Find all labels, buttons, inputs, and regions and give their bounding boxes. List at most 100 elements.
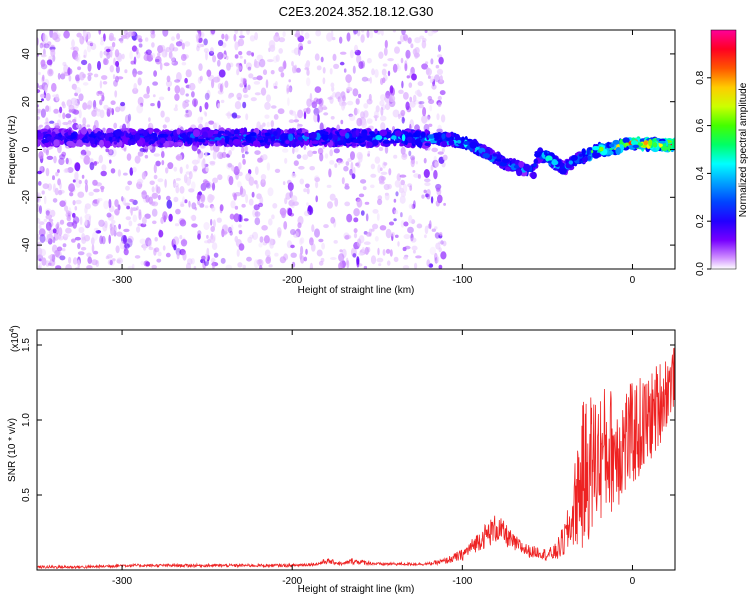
spectrogram-signal-blob <box>113 141 118 145</box>
spectrogram-noise-blob <box>282 148 289 153</box>
spectrogram-noise-blob <box>66 221 74 227</box>
spectrogram-noise-blob <box>329 193 336 201</box>
spectrogram-noise-blob <box>66 212 70 222</box>
spectrogram-noise-blob <box>37 116 41 121</box>
spectrogram-signal-blob <box>80 127 88 135</box>
spectrogram-noise-blob <box>322 77 326 85</box>
spectrogram-noise-blob <box>241 147 245 154</box>
spectrogram-noise-blob <box>283 221 288 230</box>
spectrogram-noise-blob <box>124 202 131 207</box>
spectrogram-noise-blob <box>82 117 87 126</box>
spectrogram-signal-blob <box>225 135 230 144</box>
spectrogram-noise-blob <box>242 78 247 86</box>
spectrogram-noise-blob <box>391 232 395 237</box>
spectrogram-noise-blob <box>363 241 371 245</box>
spectrogram-noise-blob <box>74 206 78 211</box>
spectrogram-noise-blob <box>315 30 322 37</box>
spectrogram-noise-blob <box>106 107 113 113</box>
spectrogram-noise-blob <box>356 256 360 265</box>
spectrogram-noise-blob <box>154 237 158 242</box>
spectrogram-noise-blob <box>407 226 414 234</box>
spectrogram-noise-blob <box>425 68 432 76</box>
spectrogram-noise-blob <box>61 248 66 252</box>
spectrogram-noise-blob <box>70 46 76 51</box>
spectrogram-noise-blob <box>158 229 164 238</box>
spectrogram-noise-blob <box>400 109 406 117</box>
spectrogram-noise-blob <box>370 163 376 170</box>
spectrogram-noise-blob <box>179 166 183 174</box>
spectrogram-noise-blob <box>380 171 388 175</box>
spectrogram-noise-blob <box>181 42 185 50</box>
spectrogram-signal-blob <box>116 139 120 143</box>
spectrogram-noise-blob <box>262 122 266 127</box>
spectrogram-noise-blob <box>87 63 92 72</box>
spectrogram-signal-blob <box>240 127 245 133</box>
spectrogram-signal-blob <box>390 135 397 140</box>
spectrogram-noise-blob <box>292 230 299 238</box>
spectrogram-noise-blob <box>127 235 134 243</box>
spectrogram-noise-blob <box>409 96 413 103</box>
spectrogram-noise-blob <box>360 111 365 119</box>
spectrogram-noise-blob <box>118 223 121 230</box>
spectrogram-noise-blob <box>233 33 237 42</box>
spectrogram-signal-blob <box>288 133 294 142</box>
spectrogram-noise-blob <box>109 159 112 164</box>
spectrogram-noise-blob <box>269 242 274 249</box>
spectrogram-noise-blob <box>73 109 80 115</box>
spectrogram-noise-blob <box>48 218 54 222</box>
spectrogram-noise-blob <box>353 167 356 175</box>
spectrogram-noise-blob <box>180 201 184 205</box>
spectrogram-noise-blob <box>366 30 370 39</box>
spectrogram-noise-blob <box>77 259 81 269</box>
spectrogram-noise-blob <box>323 224 329 229</box>
spectrogram-noise-blob <box>427 114 431 120</box>
spectrogram-noise-blob <box>174 223 180 227</box>
spectrogram-noise-blob <box>133 83 137 91</box>
spectrogram-noise-blob <box>213 122 217 130</box>
spectrogram-noise-blob <box>116 76 124 80</box>
spectrogram-noise-blob <box>129 198 135 203</box>
spectrogram-noise-blob <box>79 35 85 45</box>
spectrogram-noise-blob <box>180 53 187 62</box>
spectrogram-noise-blob <box>314 86 322 93</box>
spectrogram-noise-blob <box>157 100 161 109</box>
spectrogram-noise-blob <box>48 69 53 75</box>
spectrogram-noise-blob <box>190 258 195 265</box>
spectrogram-noise-blob <box>49 120 55 124</box>
spectrogram-noise-blob <box>180 203 185 207</box>
spectrogram-signal-blob <box>171 135 179 140</box>
spectrogram-noise-blob <box>406 75 410 79</box>
colorbar-tick-label: 0.6 <box>695 118 706 132</box>
spectrogram-noise-blob <box>72 212 76 218</box>
spectrogram-noise-blob <box>55 265 62 269</box>
spectrogram-noise-blob <box>136 104 144 114</box>
spectrogram-noise-blob <box>399 195 406 204</box>
spectrogram-noise-blob <box>222 230 227 236</box>
spectrogram-noise-blob <box>112 74 116 80</box>
spectrogram-noise-blob <box>256 75 263 81</box>
spectrogram-noise-blob <box>388 221 395 226</box>
spectrogram-noise-blob <box>204 112 208 117</box>
spectrogram-noise-blob <box>93 188 100 193</box>
spectrogram-noise-blob <box>398 113 401 120</box>
spectrogram-noise-blob <box>63 233 70 238</box>
spectrogram-noise-blob <box>175 177 181 181</box>
spectrogram-noise-blob <box>377 247 380 256</box>
spectrogram-noise-blob <box>203 180 210 188</box>
spectrogram-noise-blob <box>317 114 320 123</box>
spectrogram-noise-blob <box>291 49 297 54</box>
spectrogram-noise-blob <box>356 161 361 168</box>
spectrogram-noise-blob <box>352 253 357 258</box>
spectrogram-noise-blob <box>238 51 243 56</box>
spectrogram-noise-blob <box>307 150 314 158</box>
spectrogram-noise-blob <box>362 247 365 253</box>
spectrogram-signal-blob <box>615 147 621 155</box>
spectrogram-noise-blob <box>191 223 198 228</box>
spectrogram-noise-blob <box>176 33 181 40</box>
spectrogram-noise-blob <box>157 194 161 201</box>
spectrogram-noise-blob <box>364 246 369 255</box>
spectrogram-noise-blob <box>273 33 280 43</box>
spectrogram-noise-blob <box>287 182 294 191</box>
spectrogram-noise-blob <box>197 116 203 124</box>
spectrogram-x-tick-label: -200 <box>282 275 302 286</box>
